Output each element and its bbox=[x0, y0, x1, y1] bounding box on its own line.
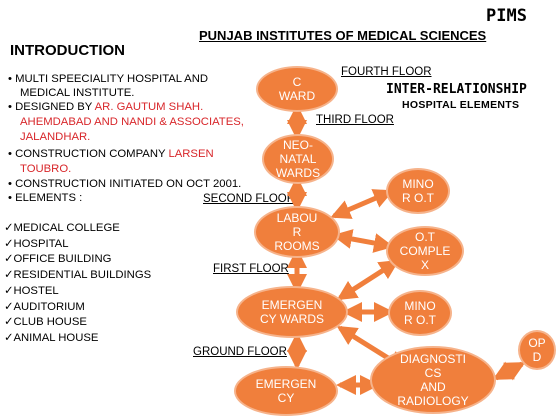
node-label-line: RADIOLOGY bbox=[397, 394, 469, 408]
checkmark-icon: ✓ bbox=[4, 284, 14, 297]
element-label: AUDITORIUM bbox=[13, 300, 85, 313]
node-label-line: CS bbox=[424, 366, 442, 380]
element-list-item: ✓RESIDENTIAL BUILDINGS bbox=[4, 269, 151, 282]
node-minor-ot-mid: MINO R O.T bbox=[388, 290, 452, 336]
checkmark-icon: ✓ bbox=[4, 331, 14, 344]
intro-bullet-item: MEDICAL INSTITUTE. bbox=[20, 87, 134, 100]
checkmark-icon: ✓ bbox=[4, 253, 14, 266]
node-label-line: MINO bbox=[404, 299, 436, 313]
node-label-line: AND bbox=[420, 380, 446, 394]
element-label: CLUB HOUSE bbox=[13, 316, 87, 329]
element-label: HOSTEL bbox=[13, 284, 59, 297]
element-label: RESIDENTIAL BUILDINGS bbox=[13, 269, 152, 282]
intro-bullet-item: • MULTI SPEECIALITY HOSPITAL AND bbox=[8, 73, 208, 86]
checkmark-icon: ✓ bbox=[4, 269, 14, 282]
bullet-dot-icon: • bbox=[8, 148, 16, 160]
bullet-dot-icon: • bbox=[8, 178, 16, 190]
floor-label-first: FIRST FLOOR bbox=[213, 263, 289, 275]
node-label-line: OP bbox=[528, 336, 546, 350]
checkmark-icon: ✓ bbox=[4, 300, 14, 313]
page-title: PUNJAB INSTITUTES OF MEDICAL SCIENCES bbox=[199, 28, 487, 43]
node-diagnostics-radiology: DIAGNOSTI CS AND RADIOLOGY bbox=[370, 346, 496, 414]
node-minor-ot-top: MINO R O.T bbox=[386, 168, 450, 214]
element-list-item: ✓ANIMAL HOUSE bbox=[4, 332, 98, 345]
floor-label-fourth: FOURTH FLOOR bbox=[341, 66, 432, 78]
brand-logo-text: PIMS bbox=[486, 6, 527, 26]
bullet-text: MULTI SPEECIALITY HOSPITAL AND bbox=[15, 73, 209, 85]
element-label: MEDICAL COLLEGE bbox=[13, 222, 120, 234]
node-label-line: D bbox=[532, 350, 542, 364]
connector-labour-ot-complex bbox=[332, 229, 394, 253]
node-neo-natal-wards: NEO- NATAL WARDS bbox=[262, 134, 334, 184]
connector-ot-complex-emergency-wards bbox=[336, 259, 400, 301]
node-label-line: NATAL bbox=[279, 152, 317, 166]
floor-label-ground: GROUND FLOOR bbox=[193, 346, 287, 358]
section-heading-introduction: INTRODUCTION bbox=[10, 42, 125, 59]
bullet-highlight-text: JALANDHAR. bbox=[20, 131, 91, 143]
element-list-item: ✓HOSTEL bbox=[4, 285, 59, 298]
connector-labour-minor-ot-top bbox=[330, 189, 394, 219]
node-label-line: EMERGEN bbox=[255, 377, 317, 391]
bullet-highlight-text: TOUBRO. bbox=[20, 163, 72, 175]
bullet-dot-icon: • bbox=[8, 192, 16, 204]
element-list-item: ✓CLUB HOUSE bbox=[4, 316, 87, 329]
intro-bullet-item: TOUBRO. bbox=[20, 163, 71, 176]
relationship-title: INTER-RELATIONSHIP bbox=[386, 82, 527, 97]
node-c-ward: C WARD bbox=[256, 66, 338, 112]
intro-bullet-item: AHEMDABAD AND NANDI & ASSOCIATES, bbox=[20, 116, 244, 129]
node-label-line: CY bbox=[277, 391, 295, 405]
checkmark-icon: ✓ bbox=[4, 222, 14, 234]
node-ot-complex: O.T COMPLE X bbox=[386, 226, 464, 276]
node-labour-rooms: LABOU R ROOMS bbox=[254, 206, 340, 258]
node-label-line: C bbox=[292, 75, 302, 89]
element-label: ANIMAL HOUSE bbox=[13, 331, 99, 344]
node-label-line: NEO- bbox=[283, 138, 313, 152]
floor-label-third: THIRD FLOOR bbox=[316, 114, 394, 126]
element-label: OFFICE BUILDING bbox=[13, 253, 112, 266]
node-label-line: WARD bbox=[278, 89, 316, 103]
element-label: HOSPITAL bbox=[13, 237, 69, 250]
bullet-dot-icon: • bbox=[8, 101, 16, 113]
bullet-text: MEDICAL INSTITUTE. bbox=[20, 87, 135, 99]
node-label-line: R O.T bbox=[404, 313, 436, 327]
node-label-line: LABOU bbox=[276, 211, 318, 225]
node-label-line: R O.T bbox=[402, 191, 434, 205]
node-label-line: COMPLE bbox=[399, 244, 451, 258]
node-label-line: DIAGNOSTI bbox=[399, 352, 466, 366]
element-list-item: ✓MEDICAL COLLEGE bbox=[4, 222, 120, 235]
checkmark-icon: ✓ bbox=[4, 316, 14, 329]
intro-bullet-item: • DESIGNED BY AR. GAUTUM SHAH. bbox=[8, 101, 203, 114]
intro-bullet-item: JALANDHAR. bbox=[20, 131, 90, 144]
bullet-text: DESIGNED BY bbox=[15, 101, 95, 113]
node-label-line: R bbox=[292, 225, 302, 239]
intro-bullet-item: • CONSTRUCTION COMPANY LARSEN bbox=[8, 148, 214, 161]
floor-label-second: SECOND FLOOR bbox=[203, 193, 296, 205]
checkmark-icon: ✓ bbox=[4, 237, 14, 250]
bullet-highlight-text: LARSEN bbox=[168, 148, 214, 160]
node-label-line: CY WARDS bbox=[259, 312, 324, 326]
intro-bullet-item: • ELEMENTS : bbox=[8, 192, 82, 205]
node-label-line: MINO bbox=[402, 177, 434, 191]
bullet-text: ELEMENTS : bbox=[15, 192, 83, 204]
node-label-line: O.T bbox=[415, 230, 435, 244]
intro-bullet-item: • CONSTRUCTION INITIATED ON OCT 2001. bbox=[8, 178, 241, 191]
bullet-highlight-text: AHEMDABAD AND NANDI & ASSOCIATES, bbox=[20, 116, 244, 128]
element-list-item: ✓OFFICE BUILDING bbox=[4, 253, 111, 266]
node-label-line: ROOMS bbox=[274, 239, 320, 253]
node-opd: OP D bbox=[518, 330, 556, 370]
relationship-subtitle: HOSPITAL ELEMENTS bbox=[402, 99, 520, 111]
node-emergency: EMERGEN CY bbox=[234, 366, 338, 416]
node-label-line: WARDS bbox=[275, 166, 321, 180]
bullet-dot-icon: • bbox=[8, 73, 16, 85]
element-list-item: ✓HOSPITAL bbox=[4, 238, 69, 251]
node-label-line: EMERGEN bbox=[261, 298, 323, 312]
node-label-line: X bbox=[420, 258, 429, 272]
bullet-text: CONSTRUCTION COMPANY bbox=[15, 148, 169, 160]
bullet-text: CONSTRUCTION INITIATED ON OCT 2001. bbox=[15, 178, 242, 190]
element-list-item: ✓AUDITORIUM bbox=[4, 301, 85, 314]
bullet-highlight-text: AR. GAUTUM SHAH. bbox=[94, 101, 204, 113]
connector-opd-diagnostics bbox=[492, 361, 526, 381]
node-emergency-wards: EMERGEN CY WARDS bbox=[236, 286, 348, 338]
